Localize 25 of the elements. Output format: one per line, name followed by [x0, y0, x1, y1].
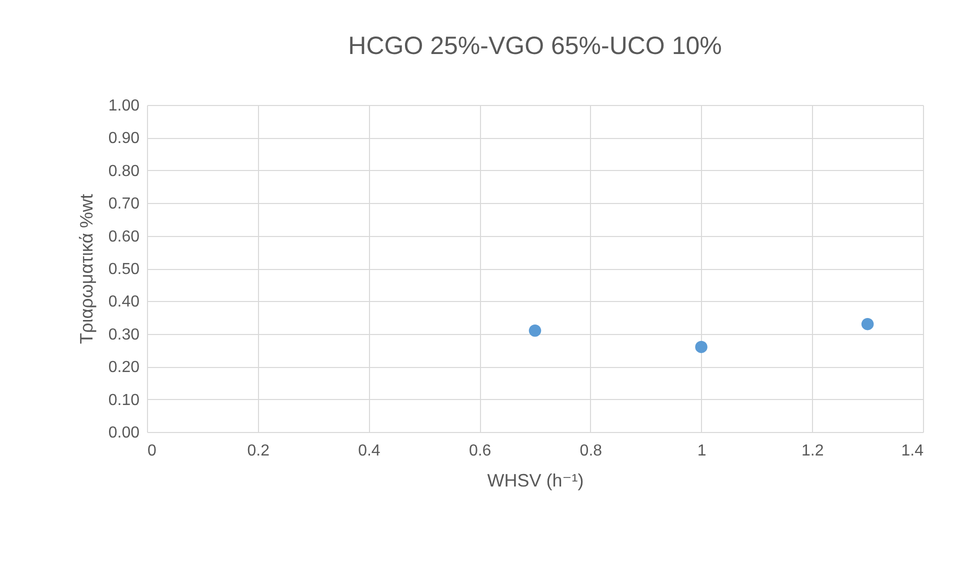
- x-tick-label: 1.2: [802, 442, 824, 460]
- y-tick-label: 0.30: [108, 326, 140, 344]
- x-tick-label: 0.6: [468, 442, 492, 460]
- x-tick-label: 1.4: [901, 442, 924, 460]
- x-tick-label: 1: [697, 442, 706, 460]
- chart-title: HCGO 25%-VGO 65%-UCO 10%: [348, 32, 722, 60]
- y-tick-label: 0.40: [108, 294, 140, 311]
- y-tick-label: 0.60: [108, 228, 140, 246]
- x-axis-title: WHSV (h⁻¹): [487, 470, 584, 490]
- y-tick-label: 0.90: [108, 130, 140, 148]
- x-tick-label: 0.4: [358, 442, 380, 460]
- y-tick-label: 0.10: [108, 392, 140, 409]
- x-tick-label: 0.2: [247, 442, 270, 460]
- y-tick-label: 0.20: [108, 359, 140, 376]
- point: [695, 340, 708, 354]
- point: [861, 318, 874, 330]
- y-tick-label: 0.50: [108, 261, 140, 278]
- x-tick-label: 0.8: [580, 442, 602, 460]
- y-tick-label: 0.70: [108, 196, 140, 213]
- y-axis-title: Τριαρωματικά %wt: [76, 194, 96, 344]
- x-tick-label: 0: [148, 442, 156, 460]
- y-tick-label: 0.80: [108, 162, 140, 180]
- point: [528, 324, 542, 337]
- y-tick-label: 0.00: [108, 424, 140, 442]
- y-tick-label: 1.00: [108, 98, 140, 114]
